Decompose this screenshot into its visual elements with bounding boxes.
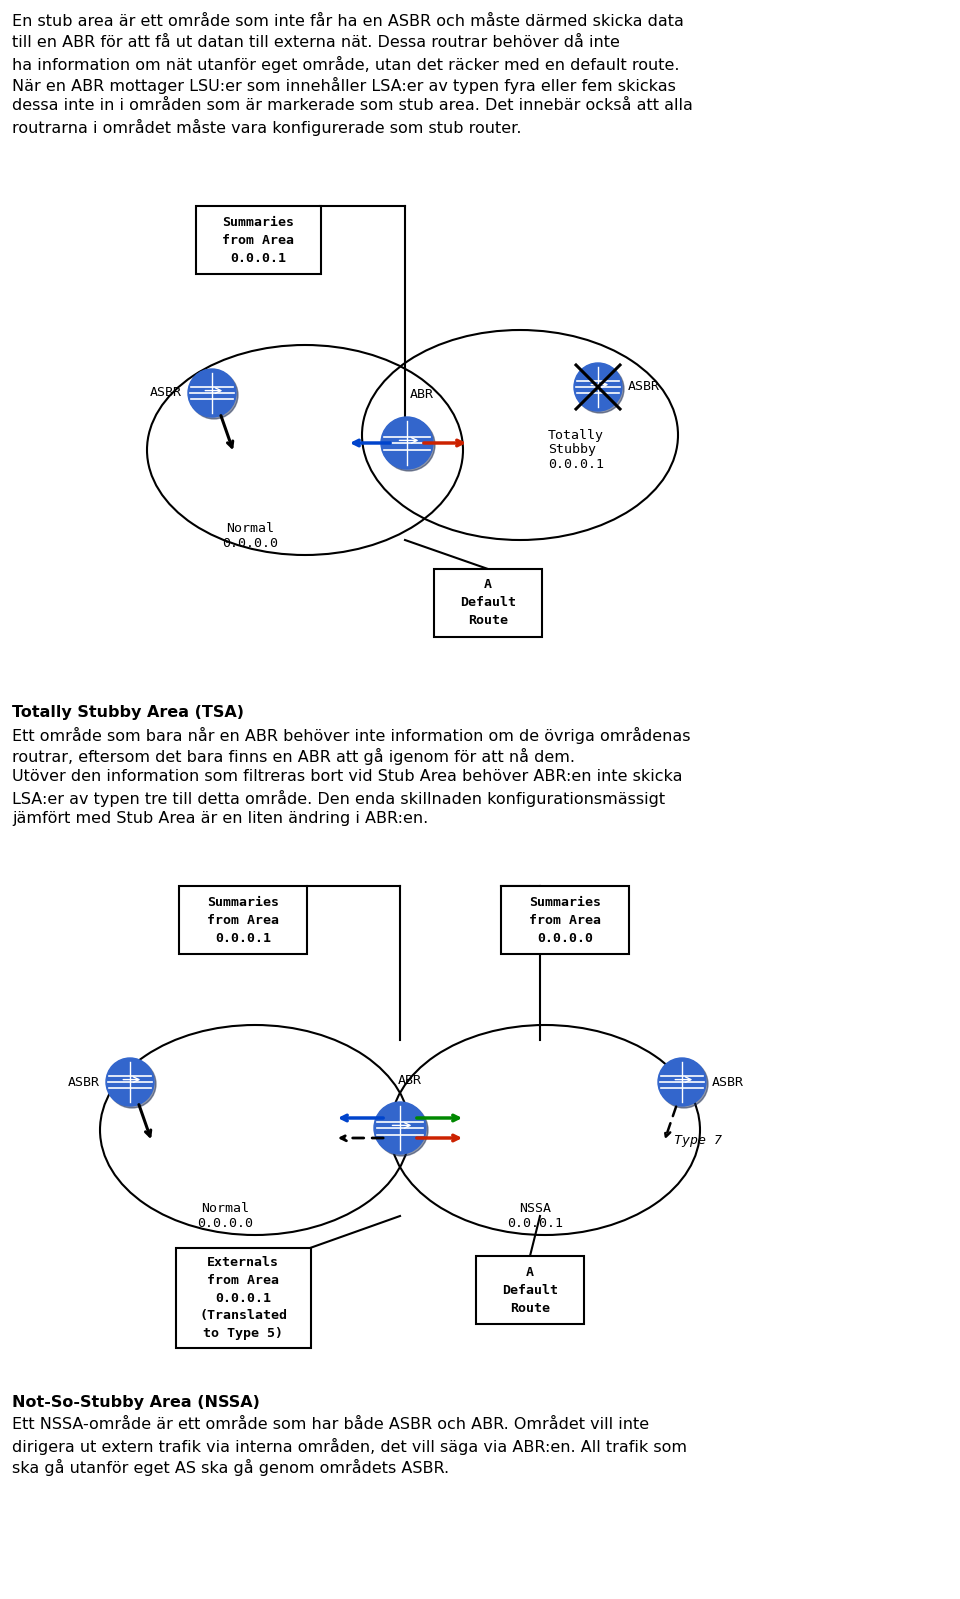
Bar [501,886,629,955]
Circle shape [574,363,622,411]
Text: Summaries
from Area
0.0.0.1: Summaries from Area 0.0.0.1 [222,216,294,264]
Bar [476,1255,584,1324]
Text: LSA:er av typen tre till detta område. Den enda skillnaden konfigurationsmässigt: LSA:er av typen tre till detta område. D… [12,790,665,807]
Bar [176,1247,310,1348]
Bar [196,206,321,273]
Text: ASBR: ASBR [150,387,182,400]
Text: Normal
0.0.0.0: Normal 0.0.0.0 [197,1202,253,1230]
Text: Normal
0.0.0.0: Normal 0.0.0.0 [222,521,278,550]
Text: Externals
from Area
0.0.0.1
(Translated
to Type 5): Externals from Area 0.0.0.1 (Translated … [199,1255,287,1340]
Circle shape [658,1059,706,1107]
Circle shape [374,1102,426,1154]
Text: Summaries
from Area
0.0.0.0: Summaries from Area 0.0.0.0 [529,895,601,945]
Text: dirigera ut extern trafik via interna områden, det vill säga via ABR:en. All tra: dirigera ut extern trafik via interna om… [12,1438,687,1455]
Text: Not-So-Stubby Area (NSSA): Not-So-Stubby Area (NSSA) [12,1394,260,1410]
Circle shape [660,1060,708,1108]
Text: dessa inte in i områden som är markerade som stub area. Det innebär också att al: dessa inte in i områden som är markerade… [12,98,693,114]
Text: Ett område som bara når en ABR behöver inte information om de övriga områdenas: Ett område som bara når en ABR behöver i… [12,728,690,744]
Text: Totally Stubby Area (TSA): Totally Stubby Area (TSA) [12,705,244,720]
Circle shape [188,369,236,417]
Text: routrarna i området måste vara konfigurerade som stub router.: routrarna i området måste vara konfigure… [12,118,521,136]
Text: routrar, eftersom det bara finns en ABR att gå igenom för att nå dem.: routrar, eftersom det bara finns en ABR … [12,748,575,764]
Circle shape [190,371,238,419]
Circle shape [108,1060,156,1108]
Bar [434,569,542,636]
Bar [179,886,307,955]
Circle shape [376,1103,428,1156]
Text: ASBR: ASBR [628,381,660,393]
Text: ABR: ABR [398,1073,422,1086]
Text: till en ABR för att få ut datan till externa nät. Dessa routrar behöver då inte: till en ABR för att få ut datan till ext… [12,35,620,50]
Text: NSSA
0.0.0.1: NSSA 0.0.0.1 [507,1202,563,1230]
Text: När en ABR mottager LSU:er som innehåller LSA:er av typen fyra eller fem skickas: När en ABR mottager LSU:er som innehålle… [12,77,676,94]
Text: En stub area är ett område som inte får ha en ASBR och måste därmed skicka data: En stub area är ett område som inte får … [12,14,684,29]
Text: Ett NSSA-område är ett område som har både ASBR och ABR. Området vill inte: Ett NSSA-område är ett område som har bå… [12,1417,649,1433]
Circle shape [576,365,624,413]
Text: ASBR: ASBR [68,1076,100,1089]
Text: jämfört med Stub Area är en liten ändring i ABR:en.: jämfört med Stub Area är en liten ändrin… [12,811,428,827]
Text: Summaries
from Area
0.0.0.1: Summaries from Area 0.0.0.1 [207,895,279,945]
Text: Utöver den information som filtreras bort vid Stub Area behöver ABR:en inte skic: Utöver den information som filtreras bor… [12,769,683,784]
Text: Type 7: Type 7 [674,1134,722,1146]
Text: ska gå utanför eget AS ska gå genom områdets ASBR.: ska gå utanför eget AS ska gå genom områ… [12,1458,449,1476]
Text: Totally
Stubby
0.0.0.1: Totally Stubby 0.0.0.1 [548,429,604,472]
Text: ASBR: ASBR [712,1076,744,1089]
Text: ha information om nät utanför eget område, utan det räcker med en default route.: ha information om nät utanför eget områd… [12,56,680,74]
Circle shape [106,1059,154,1107]
Text: A
Default
Route: A Default Route [460,579,516,627]
Text: A
Default
Route: A Default Route [502,1265,558,1314]
Circle shape [381,417,433,469]
Circle shape [383,419,435,472]
Text: ABR: ABR [410,389,434,401]
